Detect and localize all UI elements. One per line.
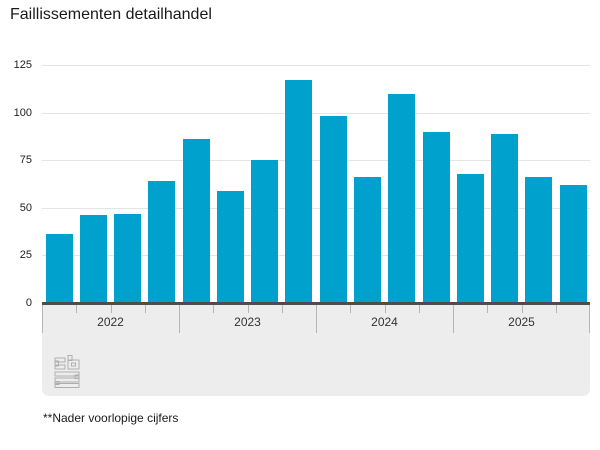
year-boundary-tick <box>42 305 43 333</box>
gridline <box>42 65 590 66</box>
bar-2024-iv[interactable] <box>422 132 450 303</box>
bar-2025-i[interactable] <box>456 174 484 303</box>
bar-2025-ii[interactable] <box>491 134 519 303</box>
quarter-tick <box>247 305 249 313</box>
footnote: **Nader voorlopige cijfers <box>43 411 179 425</box>
bar-2022-i[interactable] <box>45 234 73 303</box>
gridline <box>42 207 590 209</box>
gridline <box>42 160 590 162</box>
year-boundary-tick <box>589 305 590 333</box>
x-axis-band: 2022 2023 2024 2025 <box>42 305 590 396</box>
bar-2023-i[interactable] <box>182 139 210 303</box>
cbs-logo <box>54 355 80 388</box>
year-label: 2024 <box>371 315 398 329</box>
year-label: 2025 <box>508 315 535 329</box>
gridline <box>42 112 590 114</box>
year-boundary-tick <box>179 305 180 333</box>
y-axis-tick-label: 50 <box>19 201 32 214</box>
year-label: 2023 <box>234 315 261 329</box>
bar-2024-i[interactable] <box>319 116 347 303</box>
chart-title: Faillissementen detailhandel <box>10 6 212 23</box>
bar-2022-iv[interactable] <box>148 181 176 303</box>
quarter-tick <box>555 305 557 313</box>
bar-2024-iii[interactable] <box>388 94 416 303</box>
y-axis-tick-label: 25 <box>19 249 32 262</box>
y-axis-tick-label: 100 <box>13 106 32 119</box>
quarter-tick <box>144 305 146 313</box>
quarter-tick <box>76 305 78 313</box>
quarter-tick <box>281 305 283 313</box>
year-boundary-tick <box>453 305 454 333</box>
y-axis-tick-label: 0 <box>25 297 32 309</box>
quarter-tick <box>350 305 352 313</box>
quarter-tick <box>384 305 386 313</box>
bar-2024-ii[interactable] <box>354 177 382 303</box>
bar-2023-ii[interactable] <box>216 191 244 303</box>
quarter-tick <box>110 305 112 313</box>
quarter-tick <box>213 305 215 313</box>
plot-area: 0 25 50 75 100 125 <box>14 59 590 309</box>
bar-2022-iii[interactable] <box>114 214 142 303</box>
y-axis-tick-label: 75 <box>19 154 32 167</box>
quarter-tick <box>418 305 420 313</box>
bar-2023-iv[interactable] <box>285 80 313 303</box>
year-boundary-tick <box>316 305 317 333</box>
x-axis-line <box>42 302 590 305</box>
gridline <box>42 255 590 257</box>
bar-2025-iv[interactable] <box>559 185 587 303</box>
bar-2022-ii[interactable] <box>79 215 107 303</box>
year-label: 2022 <box>97 315 124 329</box>
quarter-tick <box>521 305 523 313</box>
bar-2023-iii[interactable] <box>251 160 279 303</box>
y-axis-tick-label: 125 <box>13 59 32 71</box>
bar-2025-iii[interactable] <box>525 177 553 303</box>
quarter-tick <box>487 305 489 313</box>
